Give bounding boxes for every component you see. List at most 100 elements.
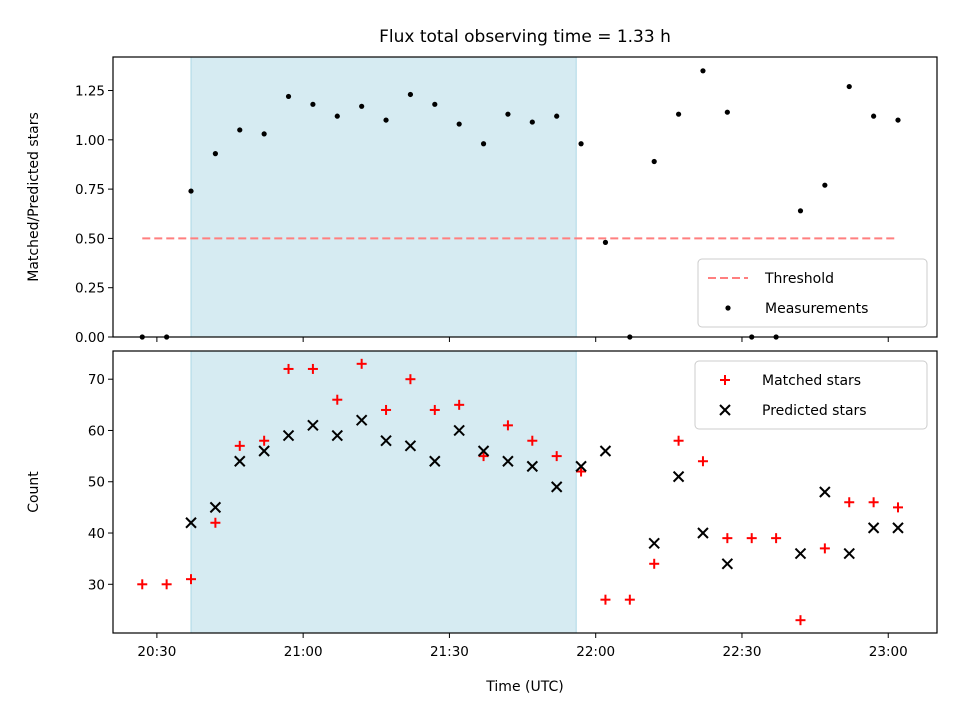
measurement-point xyxy=(529,119,535,125)
measurement-point xyxy=(456,121,462,127)
x-marker-b xyxy=(355,414,368,426)
matched-stars-point xyxy=(137,579,148,590)
y-tick-label: 0.75 xyxy=(75,182,105,198)
x-marker-b xyxy=(794,547,807,560)
predicted-stars-point xyxy=(209,501,222,514)
matched-stars-point xyxy=(673,435,684,446)
measurement-point xyxy=(871,113,877,119)
predicted-stars-point xyxy=(867,522,880,534)
matched-stars-point xyxy=(624,594,635,605)
y-tick-label: 1.00 xyxy=(75,133,105,149)
measurement-point xyxy=(700,68,706,74)
matched-stars-point xyxy=(844,497,855,508)
measurement-point xyxy=(846,83,852,90)
y-tick-label: 30 xyxy=(88,577,105,593)
x-tick-label: 22:30 xyxy=(723,644,762,660)
x-marker-b xyxy=(575,460,587,473)
matched-stars-point xyxy=(234,440,245,451)
x-marker-b xyxy=(721,558,734,570)
measurement-point xyxy=(797,208,804,214)
measurement-point xyxy=(675,111,682,117)
matched-stars-point xyxy=(527,435,538,446)
measurement-point xyxy=(895,117,901,123)
x-tick-label: 21:30 xyxy=(430,644,469,660)
matched-stars-point xyxy=(429,404,440,415)
x-marker-b xyxy=(867,522,880,534)
predicted-stars-point xyxy=(648,537,660,549)
matched-stars-point xyxy=(283,363,294,374)
matched-stars-point xyxy=(332,394,343,405)
x-marker-b xyxy=(282,429,295,442)
legend-predicted-swatch-b xyxy=(719,404,731,416)
measurement-point xyxy=(505,111,511,117)
legend-box xyxy=(694,360,928,430)
measurement-point xyxy=(432,101,438,107)
predicted-stars-point xyxy=(258,445,270,457)
y-tick-label: 60 xyxy=(88,423,105,439)
x-marker-b xyxy=(380,435,392,447)
matched-stars-point xyxy=(356,358,367,369)
measurement-point xyxy=(480,141,487,147)
legend: Threshold Measurements xyxy=(697,258,928,328)
measurement-point xyxy=(334,113,340,119)
predicted-stars-point xyxy=(794,547,807,560)
x-marker-b xyxy=(697,527,709,539)
predicted-stars-point xyxy=(429,455,441,467)
matched-stars-point xyxy=(161,579,172,590)
predicted-stars-point xyxy=(477,445,490,457)
observing-window-shade xyxy=(190,350,577,634)
matched-stars-point xyxy=(186,574,197,585)
x-marker-b xyxy=(258,445,270,457)
predicted-stars-point xyxy=(453,424,465,437)
matched-stars-point xyxy=(259,435,270,446)
predicted-stars-point xyxy=(282,429,295,442)
predicted-stars-point xyxy=(672,470,685,483)
predicted-stars-point xyxy=(721,558,734,570)
y-tick-label: 40 xyxy=(88,526,105,542)
measurement-point xyxy=(212,151,218,157)
x-marker-b xyxy=(453,424,465,437)
x-marker-b xyxy=(331,429,343,442)
predicted-stars-point xyxy=(380,435,392,447)
measurement-point xyxy=(359,103,365,109)
predicted-stars-point xyxy=(819,486,831,498)
measurement-point xyxy=(724,109,730,115)
legend-measurement-swatch xyxy=(725,305,731,311)
x-marker-b xyxy=(185,517,197,529)
bottom-panel: 30 40 50 60 70 20:30 21:00 21:30 22:00 22:30 23:00… xyxy=(26,350,938,660)
x-marker-b xyxy=(672,470,685,483)
matched-stars-point xyxy=(892,502,903,513)
matched-stars-point xyxy=(405,374,416,385)
predicted-stars-point xyxy=(234,455,246,467)
measurement-point xyxy=(310,101,316,107)
measurement-point xyxy=(383,117,389,123)
x-marker-b xyxy=(892,522,904,534)
y-axis-label: Matched/Predicted stars xyxy=(26,112,42,282)
figure-title: Flux total observing time = 1.33 h xyxy=(379,27,671,47)
y-tick-label: 1.25 xyxy=(75,84,105,100)
x-marker-b xyxy=(429,455,441,467)
legend-box xyxy=(697,258,928,328)
x-marker-b xyxy=(502,455,514,467)
x-marker-b xyxy=(307,419,319,432)
measurement-point xyxy=(651,158,657,165)
measurement-point xyxy=(822,182,828,188)
matched-stars-point xyxy=(819,543,830,554)
y-tick-label: 70 xyxy=(88,372,105,388)
measurement-point xyxy=(188,188,194,194)
y-tick-label: 0.50 xyxy=(75,231,105,247)
matched-stars-point xyxy=(771,533,782,544)
predicted-stars-point xyxy=(331,429,343,442)
x-marker-b xyxy=(550,481,563,493)
legend-label: Measurements xyxy=(765,301,868,317)
y-axis-label: Count xyxy=(26,471,42,513)
matched-stars-point xyxy=(746,533,757,544)
measurement-point xyxy=(285,93,292,100)
matched-stars-point xyxy=(795,615,806,626)
matched-stars-point xyxy=(454,399,465,410)
x-tick-label: 23:00 xyxy=(869,644,908,660)
x-marker-b xyxy=(819,486,831,498)
legend: Matched stars Predicted stars xyxy=(694,360,928,430)
predicted-stars-point xyxy=(697,527,709,539)
